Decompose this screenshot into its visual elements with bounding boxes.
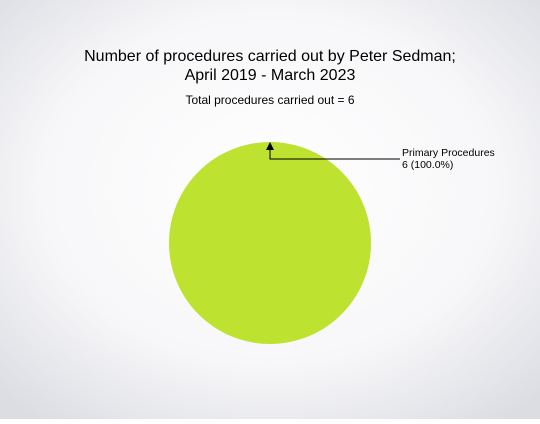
slice-label: Primary Procedures [402,147,495,159]
leader-line [269,148,400,160]
leader-arrow [266,142,274,150]
chart-title: April 2019 - March 2023 [185,67,356,84]
chart-title: Number of procedures carried out by Pete… [84,48,456,65]
pie-slice [169,142,371,344]
chart-subtitle: Total procedures carried out = 6 [185,93,354,107]
data-label: 6 (100.0%) [402,159,453,171]
